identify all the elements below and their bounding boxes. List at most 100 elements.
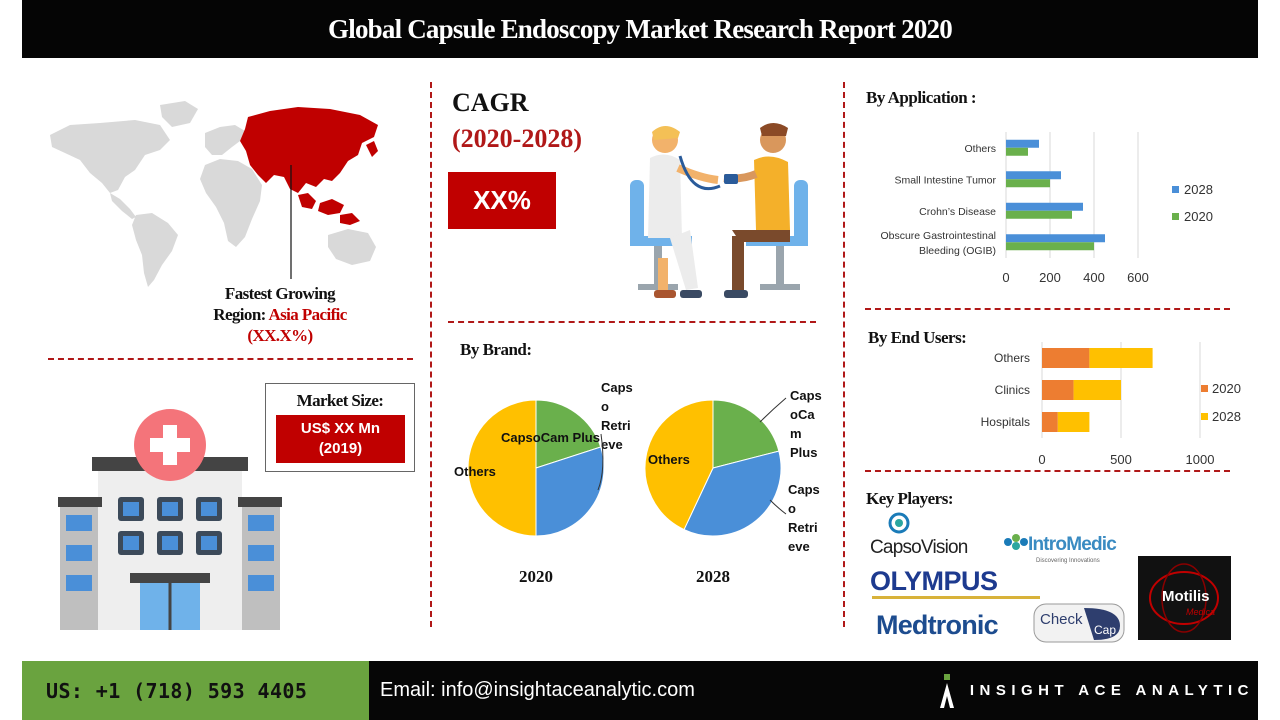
pie-2028-label-2: Others (648, 452, 690, 467)
svg-text:OLYMPUS: OLYMPUS (870, 566, 998, 596)
pie-2020-label-1: eve (601, 437, 623, 452)
pie-2028-label-1: Retri (788, 520, 818, 535)
page-title: Global Capsule Endoscopy Market Research… (328, 13, 953, 44)
title-bar: Global Capsule Endoscopy Market Research… (22, 0, 1258, 58)
region-name: Asia Pacific (268, 305, 347, 324)
app-legend-swatch-2020 (1172, 213, 1179, 220)
divider-cagr (448, 321, 816, 323)
motilis-logo: Motilis Medica (1138, 556, 1231, 640)
end-xtick: 0 (1038, 452, 1045, 467)
app-category-label: Obscure Gastrointestinal (880, 230, 996, 242)
svg-text:IntroMedic: IntroMedic (1028, 534, 1117, 555)
end-bar-2020 (1042, 412, 1058, 432)
pie-2020-leader (597, 433, 604, 491)
divider-left (430, 82, 432, 627)
app-bar-2028 (1006, 139, 1039, 148)
pie-2020-label-1: Caps (601, 380, 633, 395)
pie-2028-label-0: m (790, 426, 802, 441)
svg-text:Discovering Innovations: Discovering Innovations (1036, 558, 1100, 564)
divider-right (843, 82, 845, 627)
footer-brand: INSIGHT ACE ANALYTIC (938, 661, 1254, 720)
end-bar-2028 (1057, 412, 1090, 432)
app-bar-2020 (1006, 210, 1072, 219)
region-label: Fastest Growing Region: Asia Pacific (XX… (150, 283, 410, 346)
region-line2: Region: Asia Pacific (150, 304, 410, 325)
app-xtick: 400 (1083, 270, 1105, 285)
footer: US: +1 (718) 593 4405 Email: info@insigh… (22, 661, 1258, 720)
region-prefix: Region: (213, 305, 269, 324)
market-size-value-line1: US$ XX Mn (300, 420, 381, 437)
footer-brand-name: INSIGHT ACE ANALYTIC (969, 682, 1254, 699)
pie-2020-label-1: Retri (601, 418, 631, 433)
pie-2028-leader-1 (759, 397, 787, 423)
doctor-patient-icon (630, 123, 808, 298)
map-landmass (50, 101, 376, 287)
footer-phone-panel: US: +1 (718) 593 4405 (22, 661, 369, 720)
pie-2020-label-1: o (601, 399, 609, 414)
capsovision-logo: CapsoVision (870, 512, 969, 558)
svg-text:Medica: Medica (1186, 607, 1215, 617)
market-size-label: Market Size: (296, 391, 384, 410)
cagr-value: XX% (448, 172, 556, 229)
pie-2028-label-0: Plus (790, 445, 817, 460)
insight-ace-logo-icon (939, 673, 954, 708)
svg-text:Motilis: Motilis (1162, 588, 1210, 605)
pie-2020-slice-2 (467, 399, 537, 537)
pie-year-2028: 2028 (696, 567, 730, 586)
end-users-bar-chart: 0 500 1000 Hospitals Clinics Others 2020 2028 (981, 342, 1241, 467)
end-bar-2028 (1089, 348, 1153, 368)
cagr-period: (2020-2028) (452, 124, 582, 153)
end-bar-2028 (1073, 380, 1121, 400)
pie-2028-leader-2 (769, 499, 787, 515)
region-line1: Fastest Growing (224, 284, 336, 303)
pie-2028-label-1: eve (788, 539, 810, 554)
end-bar-2020 (1042, 380, 1074, 400)
divider-map (48, 358, 413, 360)
brand-pie-charts: CapsoCam PlusCapsoRetrieveOthers2020Caps… (454, 380, 822, 586)
hospital-icon (58, 409, 282, 630)
market-size-box: Market Size: US$ XX Mn (2019) (265, 383, 415, 472)
cagr-label: CAGR (452, 88, 529, 117)
end-legend-2028: 2028 (1212, 409, 1241, 424)
end-xtick: 1000 (1186, 452, 1215, 467)
pie-2028-slice-1 (683, 450, 782, 537)
app-bar-2028 (1006, 234, 1105, 243)
app-category-label: Others (964, 143, 996, 155)
footer-phone[interactable]: US: +1 (718) 593 4405 (46, 678, 308, 703)
end-legend-2020: 2020 (1212, 381, 1241, 396)
app-category-label: Small Intestine Tumor (894, 174, 996, 186)
divider-end (865, 470, 1230, 472)
key-players-title: Key Players: (866, 489, 954, 508)
medtronic-logo: Medtronic (876, 610, 999, 640)
app-legend-2020: 2020 (1184, 209, 1213, 224)
app-xtick: 0 (1002, 270, 1009, 285)
end-legend-swatch-2020 (1201, 385, 1208, 392)
pie-2028-slice-0 (712, 399, 780, 469)
olympus-logo: OLYMPUS (870, 566, 1040, 599)
pie-2028-label-1: o (788, 501, 796, 516)
asia-pacific-region (240, 107, 378, 225)
region-value: (XX.X%) (247, 326, 313, 345)
market-size-value-line2: (2019) (318, 440, 363, 457)
app-bar-2020 (1006, 147, 1028, 156)
checkcap-logo: Check Cap (1033, 603, 1125, 643)
app-xtick: 600 (1127, 270, 1149, 285)
pie-2020-label-2: Others (454, 464, 496, 479)
app-legend-2028: 2028 (1184, 182, 1213, 197)
footer-email[interactable]: Email: info@insightaceanalytic.com (380, 679, 695, 701)
pie-2028-label-1: Caps (788, 482, 820, 497)
svg-text:Cap: Cap (1094, 623, 1116, 637)
end-category-label: Others (994, 351, 1030, 365)
divider-app (865, 308, 1230, 310)
end-xtick: 500 (1110, 452, 1132, 467)
end-category-label: Clinics (995, 383, 1030, 397)
end-category-label: Hospitals (981, 415, 1030, 429)
pie-2020-slice-0 (535, 399, 602, 469)
pie-2020-label-0: CapsoCam Plus (501, 430, 600, 445)
world-map (50, 101, 378, 287)
pie-2028-slice-2 (644, 399, 714, 531)
app-category-label: Crohn’s Disease (919, 206, 996, 218)
app-legend-swatch-2028 (1172, 186, 1179, 193)
pie-2028-label-0: oCa (790, 407, 815, 422)
svg-text:Check: Check (1040, 611, 1083, 628)
